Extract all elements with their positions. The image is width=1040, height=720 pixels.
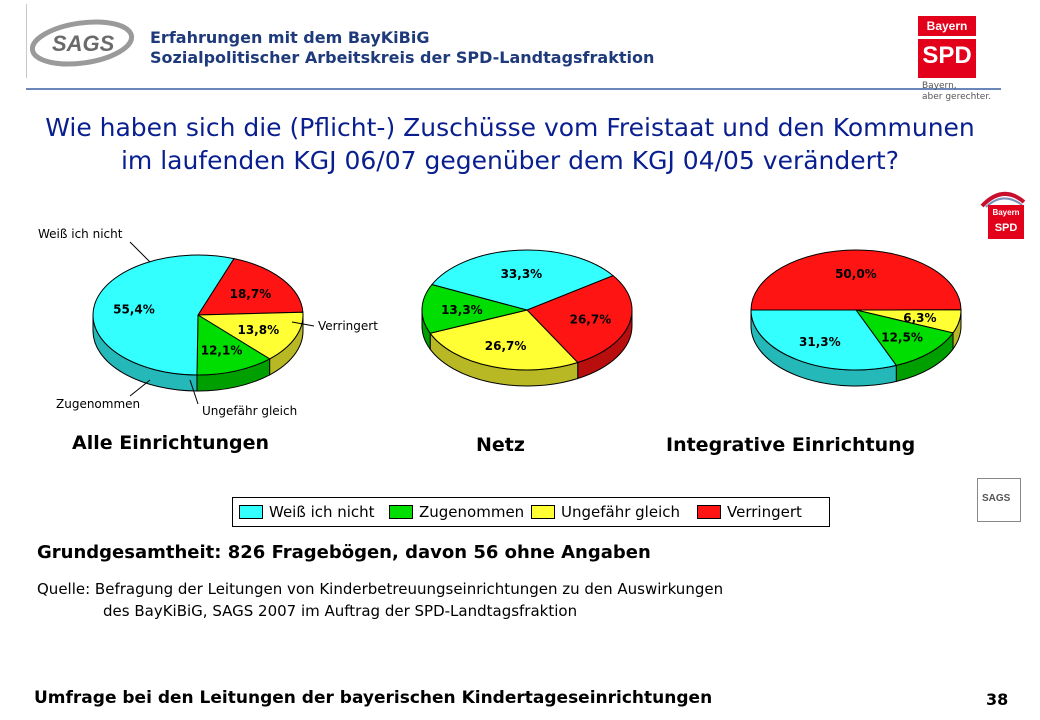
pie-chart-1: 18,7% 13,8% 12,1% 55,4% Weiß ich nicht Verrin… [38,227,378,418]
header-title: Erfahrungen mit dem BayKiBiG [150,28,430,47]
spd-slogan-2: aber gerechter. [922,92,992,102]
header-divider [26,4,27,78]
chart-title-integrativ: Integrative Einrichtung [666,434,916,456]
slice-label-ungefaehr-gleich: 13,8% [237,323,279,337]
slice-label-verringert: 26,7% [570,312,612,326]
pie-slice-verringert [526,275,633,364]
legend-item-weiss: Weiß ich nicht [239,503,375,521]
source-line-2: des BayKiBiG, SAGS 2007 im Auftrag der S… [103,602,578,620]
pie-slice-weiss-ich-nicht [750,309,898,371]
callout-line-ungefaehr-gleich [189,379,199,405]
callout-label-zugenommen: Zugenommen [56,397,140,411]
slice-label-verringert: 18,7% [230,287,272,301]
legend-item-zugenommen: Zugenommen [389,503,524,521]
sags-logo-text: SAGS [52,31,115,56]
question-line-2: im laufenden KGJ 06/07 gegenüber dem KGJ… [120,146,899,175]
pie-slice-verringert [750,249,962,311]
spd-logo-top: Bayern [926,19,968,33]
legend-swatch [389,505,413,519]
pie-slice-ungefaehr-gleich [429,309,579,371]
legend-swatch [239,505,263,519]
pie-chart-3: 50,0% 6,3% 12,5% 31,3% [750,249,962,387]
pie-slice-weiss-ich-nicht [431,249,614,311]
page-number: 38 [986,690,1009,709]
callout-label-weiss-ich-nicht: Weiß ich nicht [38,227,123,241]
base-population: Grundgesamtheit: 826 Fragebögen, davon 5… [37,542,651,563]
slice-label-weiss-ich-nicht: 55,4% [113,302,155,316]
slice-label-zugenommen: 12,1% [201,344,243,358]
legend-swatch [531,505,555,519]
pie-chart-2: 26,7% 26,7% 13,3% 33,3% [421,249,633,387]
callout-line-verringert [291,321,315,327]
slice-label-verringert: 50,0% [835,267,877,281]
sags-small-logo: SAGS [977,478,1021,522]
legend-swatch [697,505,721,519]
spd-bayern-logo: Bayern SPD [918,16,976,78]
slice-label-zugenommen: 12,5% [881,330,923,344]
slice-label-ungefaehr-gleich: 6,3% [903,311,936,325]
pie-slice-zugenommen [854,309,954,366]
spd-slogan: Bayern, [922,81,957,91]
slice-label-weiss-ich-nicht: 33,3% [501,267,543,281]
callout-label-verringert: Verringert [318,319,378,333]
chart-title-alle: Alle Einrichtungen [72,432,270,454]
legend-label: Weiß ich nicht [269,503,375,521]
legend-label: Ungefähr gleich [561,503,680,521]
fraktion-arch-icon [980,192,1026,208]
slice-label-weiss-ich-nicht: 31,3% [799,335,841,349]
pie-slice-zugenommen [421,283,528,334]
legend-item-verringert: Verringert [697,503,802,521]
footer-text: Umfrage bei den Leitungen der bayerische… [34,688,713,708]
legend-label: Zugenommen [419,503,525,521]
chart-title-netz: Netz [476,434,525,456]
source-line-1: Quelle: Befragung der Leitungen von Kind… [37,580,724,598]
legend-label: Verringert [727,503,802,521]
callout-line-zugenommen [129,379,151,397]
pie-slice-weiss-ich-nicht [92,254,235,376]
question-line-1: Wie haben sich die (Pflicht-) Zuschüsse … [45,113,975,142]
chart-legend: Weiß ich nicht Zugenommen Ungefähr gleic… [232,497,830,527]
header-subtitle: Sozialpolitischer Arbeitskreis der SPD-L… [150,48,655,67]
sags-logo: SAGS [30,19,135,67]
pie-slice-verringert [197,258,304,316]
sags-small-logo-text: SAGS [982,493,1011,504]
legend-item-gleich: Ungefähr gleich [531,503,680,521]
slice-label-ungefaehr-gleich: 26,7% [485,339,527,353]
pie-charts: 18,7% 13,8% 12,1% 55,4% Weiß ich nicht Verrin… [38,227,962,418]
pie-slice-zugenommen [196,314,271,376]
fraktion-logo: Bayern SPD [988,205,1024,239]
callout-line-weiss-ich-nicht [129,241,151,263]
fraktion-logo-main: SPD [994,222,1018,234]
slice-label-zugenommen: 13,3% [441,303,483,317]
header-rule [26,88,1001,90]
pie-slice-ungefaehr-gleich [196,311,304,360]
callout-label-ungefaehr-gleich: Ungefähr gleich [202,404,297,418]
fraktion-logo-top: Bayern [992,208,1020,217]
spd-logo-main: SPD [922,42,972,69]
